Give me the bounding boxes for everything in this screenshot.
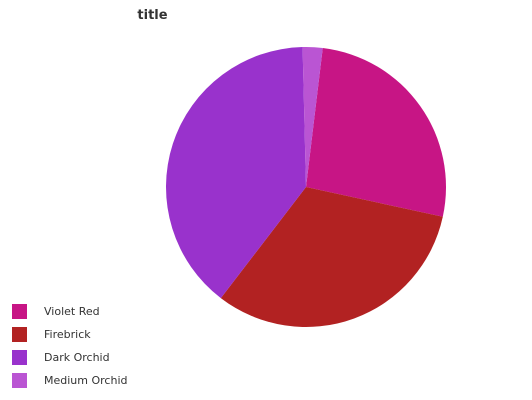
legend: Violet Red Firebrick Dark Orchid Medium … (12, 300, 127, 392)
chart-title: title (137, 8, 168, 23)
legend-label-dark-orchid: Dark Orchid (44, 351, 110, 364)
legend-swatch-violet-red (12, 304, 27, 319)
legend-item-violet-red: Violet Red (12, 300, 127, 323)
legend-label-violet-red: Violet Red (44, 305, 100, 318)
legend-item-firebrick: Firebrick (12, 323, 127, 346)
pie-slice-medium-orchid (302, 47, 323, 188)
legend-swatch-medium-orchid (12, 373, 27, 388)
legend-item-medium-orchid: Medium Orchid (12, 369, 127, 392)
pie-slice-dark-orchid (166, 47, 306, 299)
pie-slice-violet-red (306, 48, 446, 217)
legend-swatch-dark-orchid (12, 350, 27, 365)
legend-item-dark-orchid: Dark Orchid (12, 346, 127, 369)
legend-label-firebrick: Firebrick (44, 328, 91, 341)
legend-label-medium-orchid: Medium Orchid (44, 374, 128, 387)
legend-swatch-firebrick (12, 327, 27, 342)
pie-slice-firebrick (220, 187, 443, 327)
